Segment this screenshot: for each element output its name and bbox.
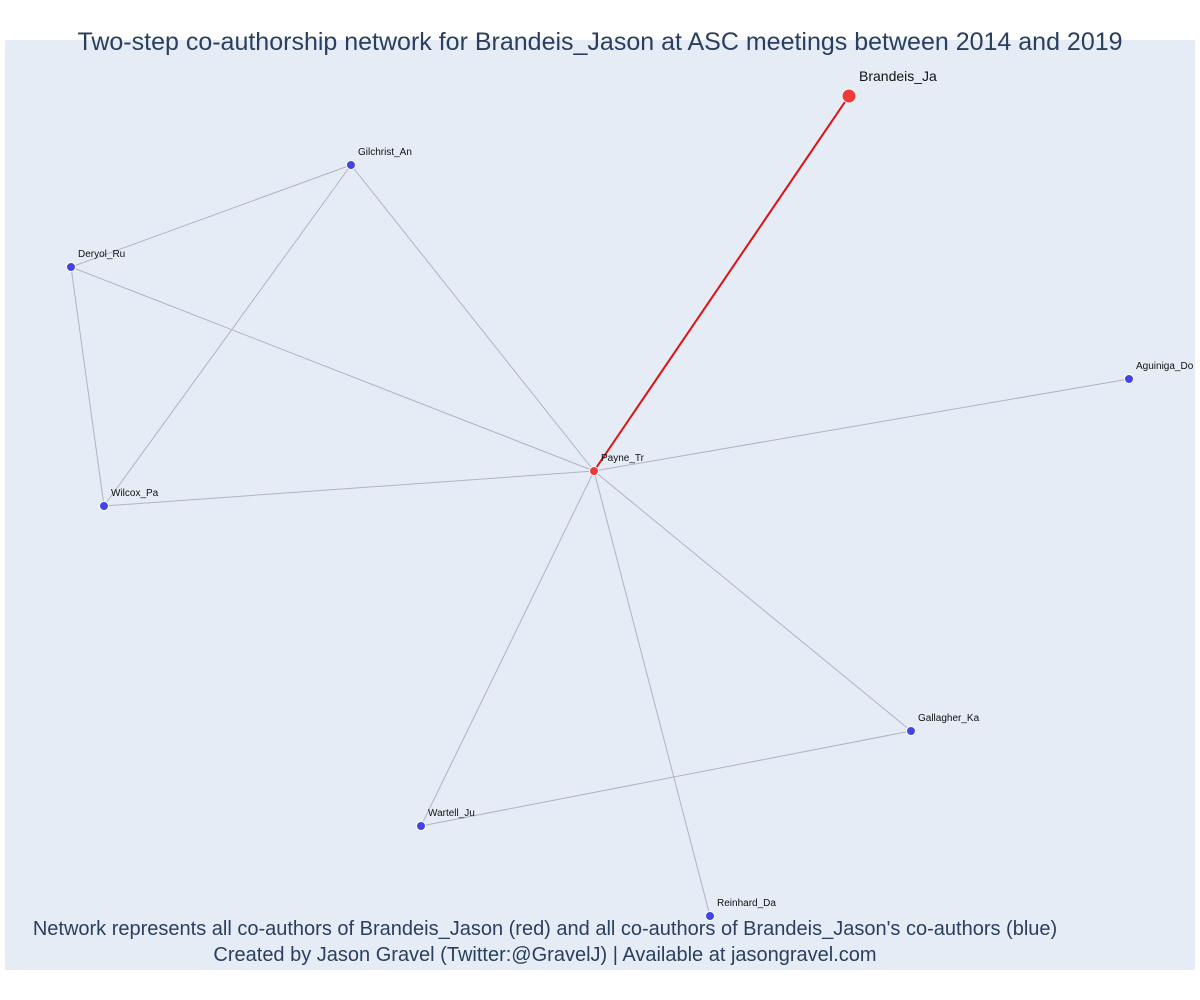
edge-Payne_Tr-Gallagher_Ka xyxy=(593,470,912,732)
node-Gilchrist_An[interactable] xyxy=(346,160,356,170)
node-Wilcox_Pa[interactable] xyxy=(99,501,109,511)
node-label-Payne_Tr: Payne_Tr xyxy=(601,453,645,464)
edge-Payne_Tr-Wilcox_Pa xyxy=(103,470,595,507)
node-label-Aguiniga_Do: Aguiniga_Do xyxy=(1136,361,1194,372)
edge-Brandeis_Ja-Payne_Tr xyxy=(593,95,850,472)
plot-area xyxy=(5,40,1195,970)
node-label-Wartell_Ju: Wartell_Ju xyxy=(428,808,475,819)
chart-title: Two-step co-authorship network for Brand… xyxy=(77,28,1123,56)
edge-Deryol_Ru-Wilcox_Pa xyxy=(70,266,105,507)
edge-Payne_Tr-Deryol_Ru xyxy=(70,266,595,472)
node-label-Brandeis_Ja: Brandeis_Ja xyxy=(859,68,937,84)
edge-Payne_Tr-Aguiniga_Do xyxy=(593,378,1130,472)
edge-Payne_Tr-Reinhard_Da xyxy=(593,470,711,917)
node-Brandeis_Ja[interactable] xyxy=(841,88,857,104)
nodes-layer xyxy=(66,88,1134,921)
node-Reinhard_Da[interactable] xyxy=(705,911,715,921)
node-label-Gilchrist_An: Gilchrist_An xyxy=(358,147,412,158)
node-label-Deryol_Ru: Deryol_Ru xyxy=(78,249,125,260)
edge-Gilchrist_An-Wilcox_Pa xyxy=(103,164,352,507)
edge-Payne_Tr-Wartell_Ju xyxy=(420,470,595,827)
edges-layer xyxy=(70,95,1130,917)
labels-layer: Brandeis_Ja Payne_Tr Gilchrist_An Deryol_Ru… xyxy=(78,68,1194,909)
node-Deryol_Ru[interactable] xyxy=(66,262,76,272)
node-Gallagher_Ka[interactable] xyxy=(906,726,916,736)
node-label-Reinhard_Da: Reinhard_Da xyxy=(717,898,776,909)
node-Payne_Tr[interactable] xyxy=(589,466,599,476)
caption-description: Network represents all co-authors of Bra… xyxy=(32,918,1058,940)
node-label-Wilcox_Pa: Wilcox_Pa xyxy=(111,488,159,499)
edge-Gilchrist_An-Deryol_Ru xyxy=(70,164,352,268)
edge-Wartell_Ju-Gallagher_Ka xyxy=(420,730,912,827)
node-label-Gallagher_Ka: Gallagher_Ka xyxy=(918,713,980,724)
edge-Payne_Tr-Gilchrist_An xyxy=(350,164,595,472)
node-Aguiniga_Do[interactable] xyxy=(1124,374,1134,384)
caption-credit: Created by Jason Gravel (Twitter:@Gravel… xyxy=(213,944,877,966)
node-Wartell_Ju[interactable] xyxy=(416,821,426,831)
